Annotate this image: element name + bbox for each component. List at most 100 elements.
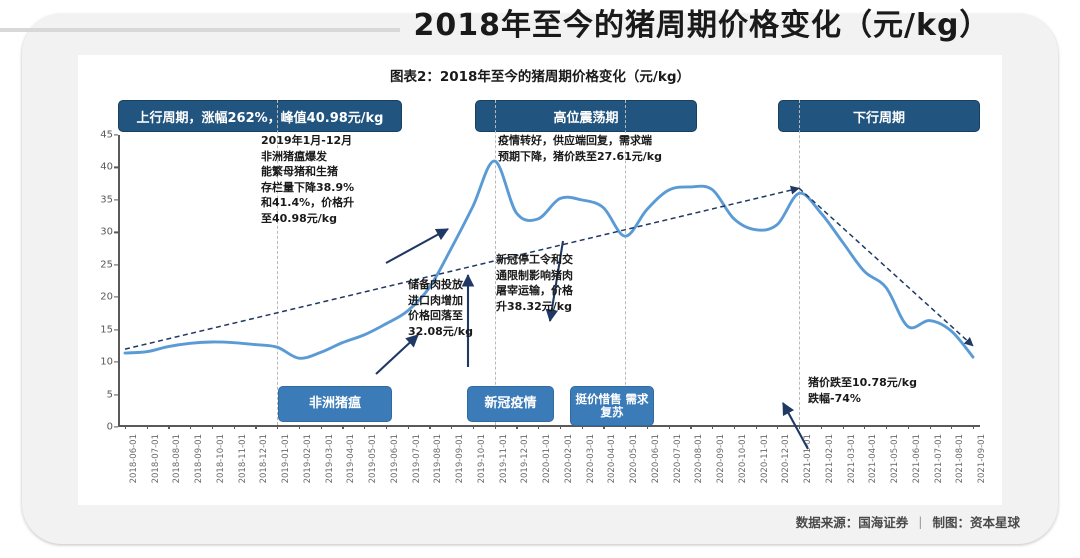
y-tick-mark <box>114 426 118 428</box>
y-tick-mark <box>114 134 118 136</box>
x-tick-mark <box>951 425 953 429</box>
x-tick-mark <box>842 425 844 429</box>
trendline-down <box>798 187 974 347</box>
x-tick-label: 2018-07-01 <box>150 434 161 484</box>
y-tick-label: 40 <box>100 161 113 173</box>
x-tick-mark <box>712 425 714 429</box>
phase-banner-downtrend: 下行周期 <box>778 100 980 132</box>
x-tick-mark <box>429 425 431 429</box>
x-tick-mark <box>581 425 583 429</box>
x-tick-mark <box>799 425 801 429</box>
x-tick-label: 2021-02-01 <box>824 434 835 484</box>
x-tick-mark <box>668 425 670 429</box>
x-tick-label: 2020-09-01 <box>716 434 727 484</box>
annotation-asf-outbreak: 2019年1月-12月 非洲猪瘟爆发 能繁母猪和生猪 存栏量下降38.9% 和4… <box>261 134 355 226</box>
y-tick-label: 0 <box>106 421 113 433</box>
x-tick-label: 2018-09-01 <box>194 434 205 484</box>
y-tick-label: 5 <box>106 389 113 401</box>
x-tick-label: 2019-10-01 <box>476 434 487 484</box>
y-tick-label: 35 <box>100 194 113 206</box>
header-rule <box>0 28 400 32</box>
phase-banner-uptrend: 上行周期，涨幅262%，峰值40.98元/kg <box>118 100 402 132</box>
x-tick-label: 2019-04-01 <box>346 434 357 484</box>
chart-panel: 图表2：2018年至今的猪周期价格变化（元/kg） 上行周期，涨幅262%，峰值… <box>78 55 1002 505</box>
x-tick-label: 2021-06-01 <box>911 434 922 484</box>
x-tick-label: 2020-06-01 <box>650 434 661 484</box>
phase-divider-line <box>625 100 627 425</box>
x-tick-mark <box>168 425 170 429</box>
annotation-reserve-meat: 储备肉投放 进口肉增加 价格回落至 32.08元/kg <box>408 278 474 338</box>
x-tick-label: 2020-08-01 <box>694 434 705 484</box>
x-tick-mark <box>277 425 279 429</box>
x-tick-label: 2020-07-01 <box>672 434 683 484</box>
footer-separator: | <box>918 513 923 529</box>
x-tick-mark <box>973 425 975 429</box>
y-tick-mark <box>114 166 118 169</box>
x-tick-label: 2019-09-01 <box>455 434 466 484</box>
x-tick-mark <box>559 425 562 429</box>
x-tick-mark <box>233 425 235 429</box>
y-tick-mark <box>114 329 118 331</box>
y-tick-mark <box>114 231 118 233</box>
y-tick-label: 20 <box>100 291 113 303</box>
y-tick-mark <box>114 361 118 363</box>
x-tick-mark <box>625 425 627 429</box>
x-tick-mark <box>385 425 388 429</box>
page-title: 2018年至今的猪周期价格变化（元/kg） <box>413 8 991 43</box>
x-tick-label: 2019-07-01 <box>411 434 422 484</box>
event-box-covid: 新冠疫情 <box>467 386 554 422</box>
x-tick-mark <box>494 425 496 429</box>
x-tick-label: 2019-02-01 <box>302 434 313 484</box>
x-tick-label: 2020-10-01 <box>737 434 748 484</box>
y-tick-label: 25 <box>100 259 113 271</box>
x-tick-label: 2019-08-01 <box>433 434 444 484</box>
x-tick-mark <box>886 425 888 429</box>
annotation-pointer-3 <box>545 240 565 323</box>
footer-source: 数据来源：国海证券 <box>795 514 909 530</box>
phase-divider-line <box>494 100 496 425</box>
x-tick-label: 2018-12-01 <box>259 434 270 484</box>
y-tick-label: 15 <box>100 324 113 336</box>
footer-credit: 制图：资本星球 <box>932 514 1020 530</box>
x-tick-mark <box>364 425 366 429</box>
y-tick-mark <box>114 393 118 396</box>
x-tick-mark <box>646 425 649 429</box>
y-tick-mark <box>114 199 118 201</box>
x-tick-label: 2021-04-01 <box>868 434 879 484</box>
x-tick-label: 2019-05-01 <box>368 434 379 484</box>
x-tick-label: 2021-03-01 <box>846 434 857 484</box>
x-tick-mark <box>538 425 540 429</box>
x-tick-mark <box>733 425 735 429</box>
event-box-demand: 挺价惜售 需求复苏 <box>570 386 654 426</box>
price-series-line <box>123 159 975 360</box>
y-tick-label: 10 <box>100 356 113 368</box>
chart-title: 图表2：2018年至今的猪周期价格变化（元/kg） <box>389 69 691 85</box>
x-tick-label: 2020-04-01 <box>607 434 618 484</box>
x-tick-mark <box>603 425 605 429</box>
trendline-up <box>124 185 800 350</box>
x-tick-label: 2020-12-01 <box>781 434 792 484</box>
annotation-pointer-1 <box>375 334 419 375</box>
x-tick-label: 2020-05-01 <box>629 434 640 484</box>
x-tick-mark <box>929 425 931 429</box>
x-tick-mark <box>864 425 866 429</box>
annotation-supply-recovery: 疫情转好，供应端回复，需求端 预期下降，猪价跌至27.61元/kg <box>498 134 663 163</box>
x-tick-label: 2020-01-01 <box>542 434 553 484</box>
x-tick-label: 2020-02-01 <box>563 434 574 484</box>
x-tick-mark <box>320 425 322 429</box>
phase-banner-plateau: 高位震荡期 <box>475 100 697 132</box>
x-tick-mark <box>190 425 192 429</box>
y-tick-mark <box>114 296 118 298</box>
x-tick-mark <box>407 425 409 429</box>
y-tick-mark <box>114 264 118 266</box>
x-tick-label: 2020-11-01 <box>759 434 770 484</box>
x-tick-mark <box>211 425 214 429</box>
x-tick-mark <box>472 425 475 429</box>
x-tick-mark <box>342 425 344 429</box>
x-tick-label: 2019-03-01 <box>324 434 335 484</box>
x-tick-label: 2019-06-01 <box>389 434 400 484</box>
x-tick-mark <box>907 425 909 429</box>
x-tick-label: 2018-11-01 <box>237 434 248 484</box>
x-tick-label: 2019-12-01 <box>520 434 531 484</box>
